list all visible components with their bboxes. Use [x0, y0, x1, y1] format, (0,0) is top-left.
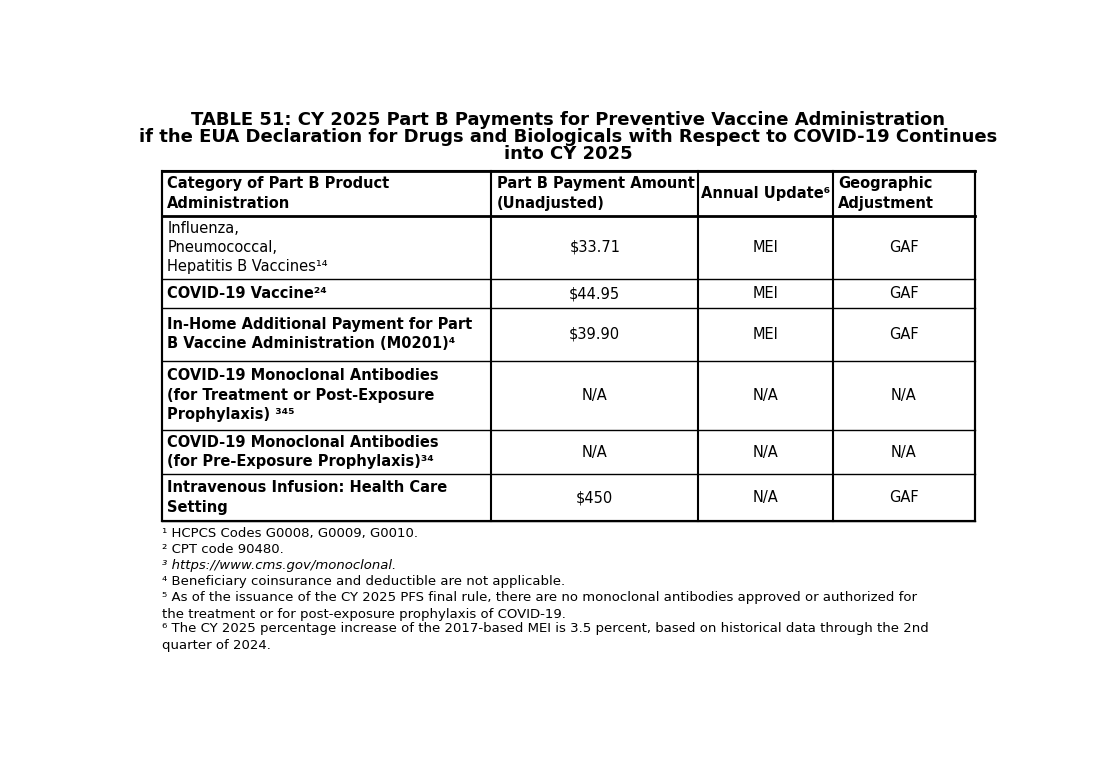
Text: COVID-19 Vaccine²⁴: COVID-19 Vaccine²⁴ — [167, 286, 327, 301]
Text: N/A: N/A — [753, 387, 779, 403]
Bar — [162, 171, 975, 521]
Text: N/A: N/A — [753, 490, 779, 505]
Text: TABLE 51: CY 2025 Part B Payments for Preventive Vaccine Administration: TABLE 51: CY 2025 Part B Payments for Pr… — [192, 111, 945, 129]
Text: COVID-19 Monoclonal Antibodies
(for Pre-Exposure Prophylaxis)³⁴: COVID-19 Monoclonal Antibodies (for Pre-… — [167, 435, 439, 470]
Text: ² CPT code 90480.: ² CPT code 90480. — [162, 543, 284, 556]
Text: MEI: MEI — [753, 327, 779, 342]
Text: N/A: N/A — [753, 445, 779, 459]
Text: into CY 2025: into CY 2025 — [505, 145, 632, 163]
Text: N/A: N/A — [891, 445, 917, 459]
Text: if the EUA Declaration for Drugs and Biologicals with Respect to COVID-19 Contin: if the EUA Declaration for Drugs and Bio… — [140, 128, 997, 146]
Text: MEI: MEI — [753, 286, 779, 301]
Text: Influenza,
Pneumococcal,
Hepatitis B Vaccines¹⁴: Influenza, Pneumococcal, Hepatitis B Vac… — [167, 220, 328, 274]
Text: ³ https://www.cms.gov/monoclonal.: ³ https://www.cms.gov/monoclonal. — [162, 559, 396, 572]
Text: Annual Update⁶: Annual Update⁶ — [701, 186, 830, 201]
Text: Geographic
Adjustment: Geographic Adjustment — [838, 176, 934, 211]
Text: In-Home Additional Payment for Part
B Vaccine Administration (M0201)⁴: In-Home Additional Payment for Part B Va… — [167, 318, 472, 351]
Text: N/A: N/A — [582, 445, 608, 459]
Text: ⁴ Beneficiary coinsurance and deductible are not applicable.: ⁴ Beneficiary coinsurance and deductible… — [162, 575, 564, 588]
Text: $450: $450 — [577, 490, 613, 505]
Text: Part B Payment Amount
(Unadjusted): Part B Payment Amount (Unadjusted) — [497, 176, 694, 211]
Text: Intravenous Infusion: Health Care
Setting: Intravenous Infusion: Health Care Settin… — [167, 481, 448, 514]
Text: N/A: N/A — [582, 387, 608, 403]
Text: $44.95: $44.95 — [569, 286, 620, 301]
Text: $33.71: $33.71 — [569, 240, 620, 255]
Text: $39.90: $39.90 — [569, 327, 620, 342]
Text: Category of Part B Product
Administration: Category of Part B Product Administratio… — [167, 176, 389, 211]
Text: COVID-19 Monoclonal Antibodies
(for Treatment or Post-Exposure
Prophylaxis) ³⁴⁵: COVID-19 Monoclonal Antibodies (for Trea… — [167, 368, 439, 422]
Text: ⁶ The CY 2025 percentage increase of the 2017-based MEI is 3.5 percent, based on: ⁶ The CY 2025 percentage increase of the… — [162, 622, 928, 652]
Text: GAF: GAF — [889, 327, 918, 342]
Text: GAF: GAF — [889, 240, 918, 255]
Text: ⁵ As of the issuance of the CY 2025 PFS final rule, there are no monoclonal anti: ⁵ As of the issuance of the CY 2025 PFS … — [162, 591, 917, 621]
Text: GAF: GAF — [889, 286, 918, 301]
Text: MEI: MEI — [753, 240, 779, 255]
Text: ¹ HCPCS Codes G0008, G0009, G0010.: ¹ HCPCS Codes G0008, G0009, G0010. — [162, 527, 418, 540]
Text: GAF: GAF — [889, 490, 918, 505]
Text: N/A: N/A — [891, 387, 917, 403]
